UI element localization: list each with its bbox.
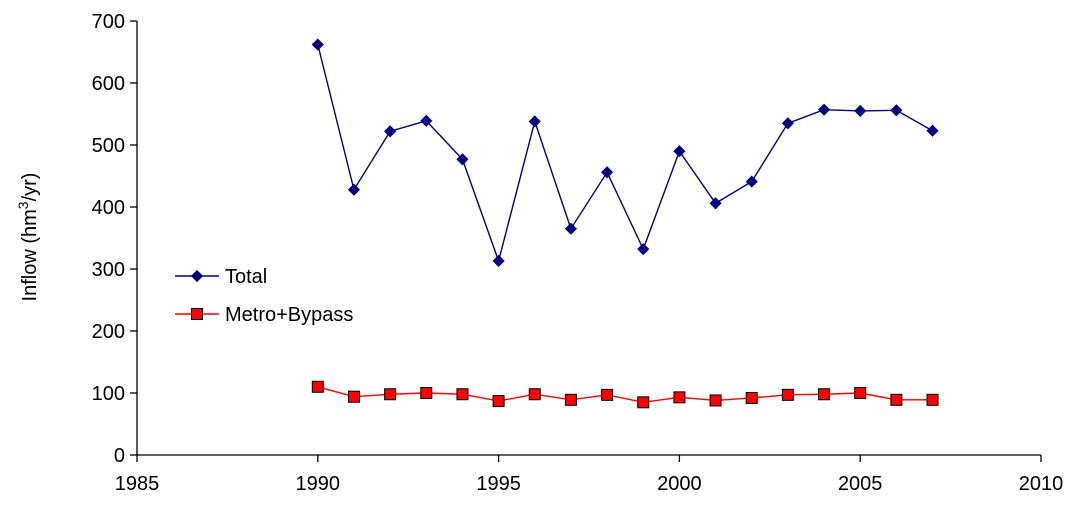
data-point xyxy=(709,394,722,407)
data-point xyxy=(420,114,433,127)
data-point xyxy=(384,388,397,401)
y-tick-label: 700 xyxy=(92,11,125,33)
data-point xyxy=(673,145,686,158)
y-tick-label: 400 xyxy=(92,197,125,219)
x-tick-label: 1990 xyxy=(296,473,341,495)
data-point xyxy=(528,388,541,401)
data-point xyxy=(347,390,360,403)
x-tick-label: 1995 xyxy=(476,473,521,495)
y-tick-label: 200 xyxy=(92,321,125,343)
data-point xyxy=(420,387,433,399)
data-point xyxy=(492,254,505,268)
chart-axes xyxy=(136,21,1041,456)
data-point xyxy=(347,183,361,196)
y-axis-title-superscript: 3 xyxy=(15,201,31,209)
x-tick-label: 1985 xyxy=(115,473,160,495)
data-point xyxy=(601,388,614,401)
y-axis-title-suffix: /yr) xyxy=(19,173,41,202)
data-point xyxy=(926,393,939,406)
y-tick-label: 100 xyxy=(92,383,125,405)
data-point xyxy=(637,396,650,409)
chart-series xyxy=(311,38,939,409)
data-point xyxy=(564,393,577,406)
data-point xyxy=(890,104,903,117)
series-total xyxy=(311,38,939,268)
x-tick-label: 2005 xyxy=(838,473,883,495)
data-point xyxy=(456,388,469,401)
data-point xyxy=(745,391,758,404)
data-point xyxy=(709,197,722,210)
y-tick-label: 0 xyxy=(114,445,125,467)
data-point xyxy=(384,125,397,138)
legend-label: Total xyxy=(225,266,267,288)
data-point xyxy=(311,380,324,393)
data-point xyxy=(673,391,686,404)
data-point xyxy=(564,222,577,235)
y-tick-label: 500 xyxy=(92,135,125,157)
data-point xyxy=(817,103,831,116)
y-tick-label: 300 xyxy=(92,259,125,281)
series-metro-bypass xyxy=(311,380,939,409)
x-tick-label: 2000 xyxy=(657,473,702,495)
data-point xyxy=(854,104,867,117)
chart-ticks: 0 100 200 300 400 500 600 700 1985 1990 1995 2000 20… xyxy=(92,11,1064,495)
legend: Total Metro+Bypass xyxy=(175,266,353,326)
data-point xyxy=(601,166,614,179)
legend-marker xyxy=(190,269,204,283)
data-point xyxy=(311,38,324,51)
y-axis-title: Inflow (hm3/yr) xyxy=(15,173,41,302)
data-point xyxy=(492,395,505,408)
data-point xyxy=(926,124,939,137)
data-point xyxy=(781,388,794,401)
data-point xyxy=(745,175,758,188)
data-point xyxy=(528,115,541,128)
x-tick-label: 2010 xyxy=(1019,473,1064,495)
series-line xyxy=(317,44,933,264)
data-point xyxy=(818,388,831,401)
data-point xyxy=(456,153,469,166)
legend-label: Metro+Bypass xyxy=(225,304,353,326)
series-line xyxy=(317,386,933,404)
data-point xyxy=(637,243,650,256)
legend-marker xyxy=(191,308,203,320)
data-point xyxy=(781,117,794,130)
data-point xyxy=(854,387,867,399)
y-axis-title-prefix: Inflow (hm xyxy=(19,209,41,301)
y-tick-label: 600 xyxy=(92,73,125,95)
data-point xyxy=(890,393,903,406)
